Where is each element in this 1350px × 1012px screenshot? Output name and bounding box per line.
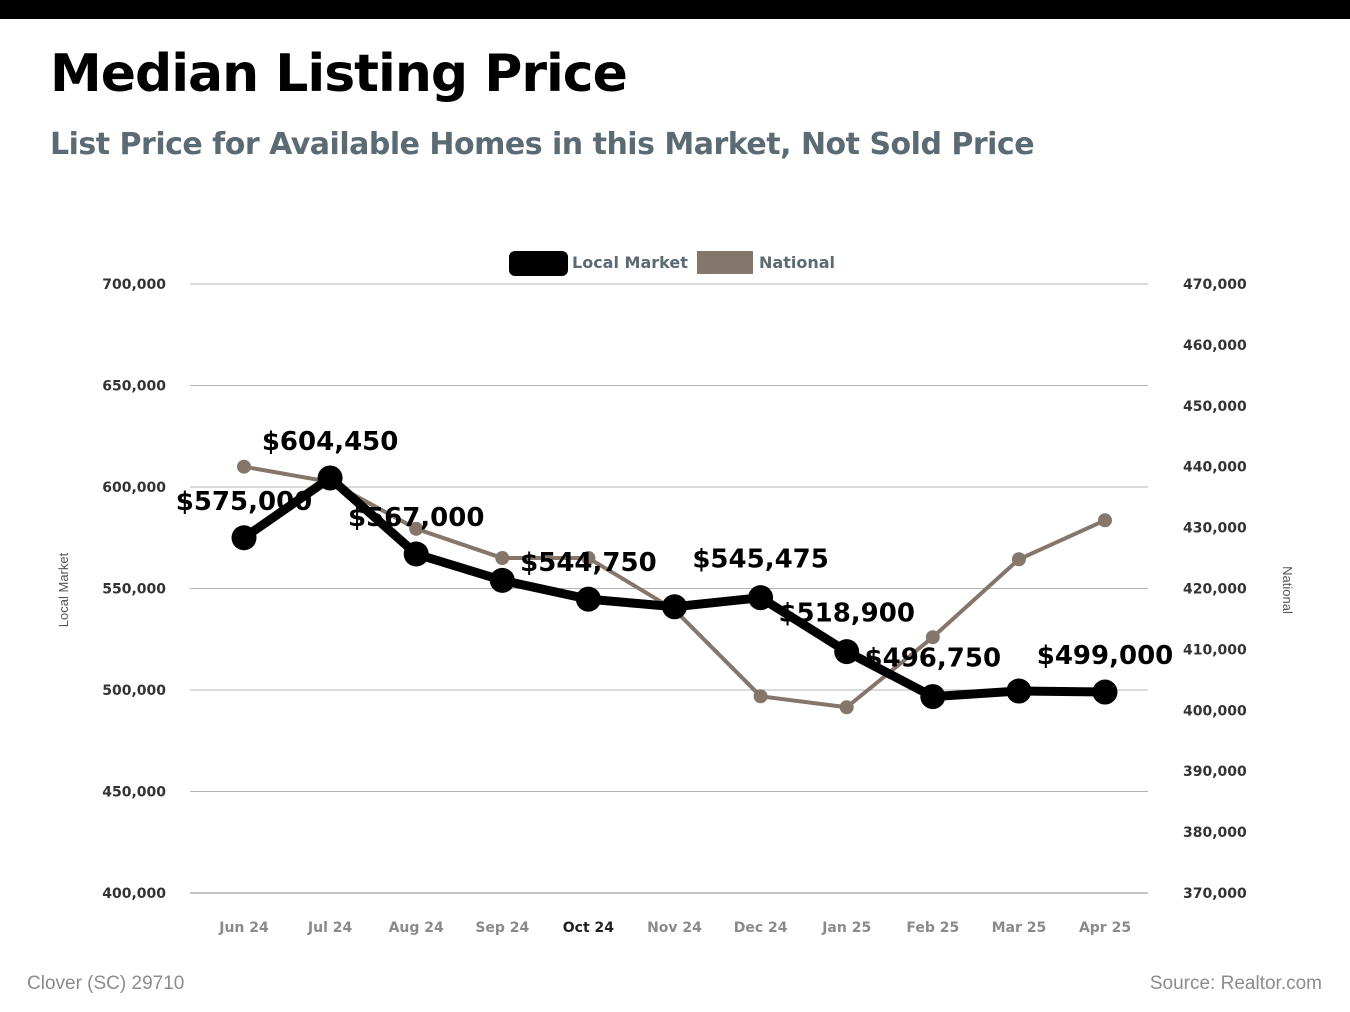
data-label: $575,000	[176, 487, 313, 517]
national-point	[1011, 552, 1026, 567]
y-right-tick-label: 460,000	[1183, 338, 1247, 354]
data-label: $567,000	[348, 503, 485, 533]
legend: Local Market National	[509, 251, 835, 276]
x-tick-label: Feb 25	[906, 920, 959, 936]
y-left-tick-label: 700,000	[102, 277, 166, 293]
local-market-point	[317, 465, 343, 491]
x-tick-label: Oct 24	[563, 920, 615, 936]
x-tick-label: Mar 25	[992, 920, 1047, 936]
y-right-tick-label: 400,000	[1183, 703, 1247, 719]
national-point	[753, 689, 768, 704]
local-market-point	[834, 639, 860, 665]
y-left-tick-label: 450,000	[102, 785, 166, 801]
y-right-tick-label: 380,000	[1183, 825, 1247, 841]
data-labels: $575,000 $604,450 $567,000 $544,750 $545,475…	[176, 427, 1174, 674]
x-axis-ticks: Jun 24 Jul 24 Aug 24 Sep 24 Oct 24 Nov 24 Dec …	[218, 920, 1131, 936]
national-point	[581, 551, 596, 566]
right-axis-ticks: 370,000 380,000 390,000 400,000 410,000 420,0…	[1183, 277, 1247, 902]
national-point	[839, 700, 854, 715]
y-left-tick-label: 550,000	[102, 582, 166, 598]
local-market-point	[489, 567, 515, 593]
y-left-tick-label: 400,000	[102, 886, 166, 902]
national-point	[925, 630, 940, 645]
local-market-point	[662, 594, 687, 620]
x-tick-label: Jan 25	[821, 920, 871, 936]
legend-label-local: Local Market	[572, 253, 688, 272]
legend-swatch-local	[509, 251, 568, 276]
y-right-tick-label: 450,000	[1183, 399, 1247, 415]
data-label: $545,475	[692, 545, 829, 575]
footer-source: Source: Realtor.com	[1149, 973, 1322, 994]
national-point	[237, 459, 251, 474]
x-tick-label: Nov 24	[647, 920, 702, 936]
footer-location: Clover (SC) 29710	[27, 973, 185, 994]
series-national	[237, 459, 1112, 715]
data-label: $604,450	[262, 427, 399, 457]
national-point	[409, 521, 424, 536]
national-point	[1098, 513, 1112, 528]
y-right-tick-label: 430,000	[1183, 521, 1247, 537]
y-right-tick-label: 370,000	[1183, 886, 1247, 902]
y-left-tick-label: 500,000	[102, 683, 166, 699]
y-right-tick-label: 470,000	[1183, 277, 1247, 293]
left-axis-title: Local Market	[56, 552, 71, 627]
data-label: $518,900	[778, 599, 915, 629]
y-right-tick-label: 420,000	[1183, 582, 1247, 598]
data-label: $496,750	[865, 644, 1002, 674]
right-axis-title: National	[1280, 566, 1295, 614]
top-bar	[0, 0, 1350, 19]
national-point	[495, 551, 510, 566]
data-label: $544,750	[520, 548, 657, 578]
x-tick-label: Jun 24	[218, 920, 269, 936]
x-tick-label: Sep 24	[475, 920, 529, 936]
x-tick-label: Apr 25	[1079, 920, 1131, 936]
left-axis-ticks: 400,000 450,000 500,000 550,000 600,000 650,0…	[102, 277, 166, 902]
local-market-point	[748, 585, 774, 611]
legend-label-national: National	[759, 253, 835, 272]
grid-lines	[190, 283, 1148, 894]
page-title: Median Listing Price	[50, 44, 628, 104]
local-market-point	[575, 586, 601, 612]
local-market-point	[920, 684, 946, 710]
local-market-point	[1006, 678, 1032, 704]
y-right-tick-label: 390,000	[1183, 764, 1247, 780]
y-right-tick-label: 440,000	[1183, 460, 1247, 476]
local-market-point	[1092, 679, 1118, 705]
x-tick-label: Dec 24	[734, 920, 788, 936]
local-market-point	[231, 525, 257, 551]
data-label: $499,000	[1037, 641, 1174, 671]
page-subtitle: List Price for Available Homes in this M…	[50, 127, 1035, 162]
y-right-tick-label: 410,000	[1183, 642, 1247, 658]
local-market-point	[403, 541, 429, 567]
y-left-tick-label: 650,000	[102, 379, 166, 395]
x-tick-label: Aug 24	[389, 920, 444, 936]
legend-swatch-national	[697, 251, 753, 274]
x-tick-label: Jul 24	[307, 920, 353, 936]
y-left-tick-label: 600,000	[102, 480, 166, 496]
series-local-market	[231, 465, 1118, 710]
